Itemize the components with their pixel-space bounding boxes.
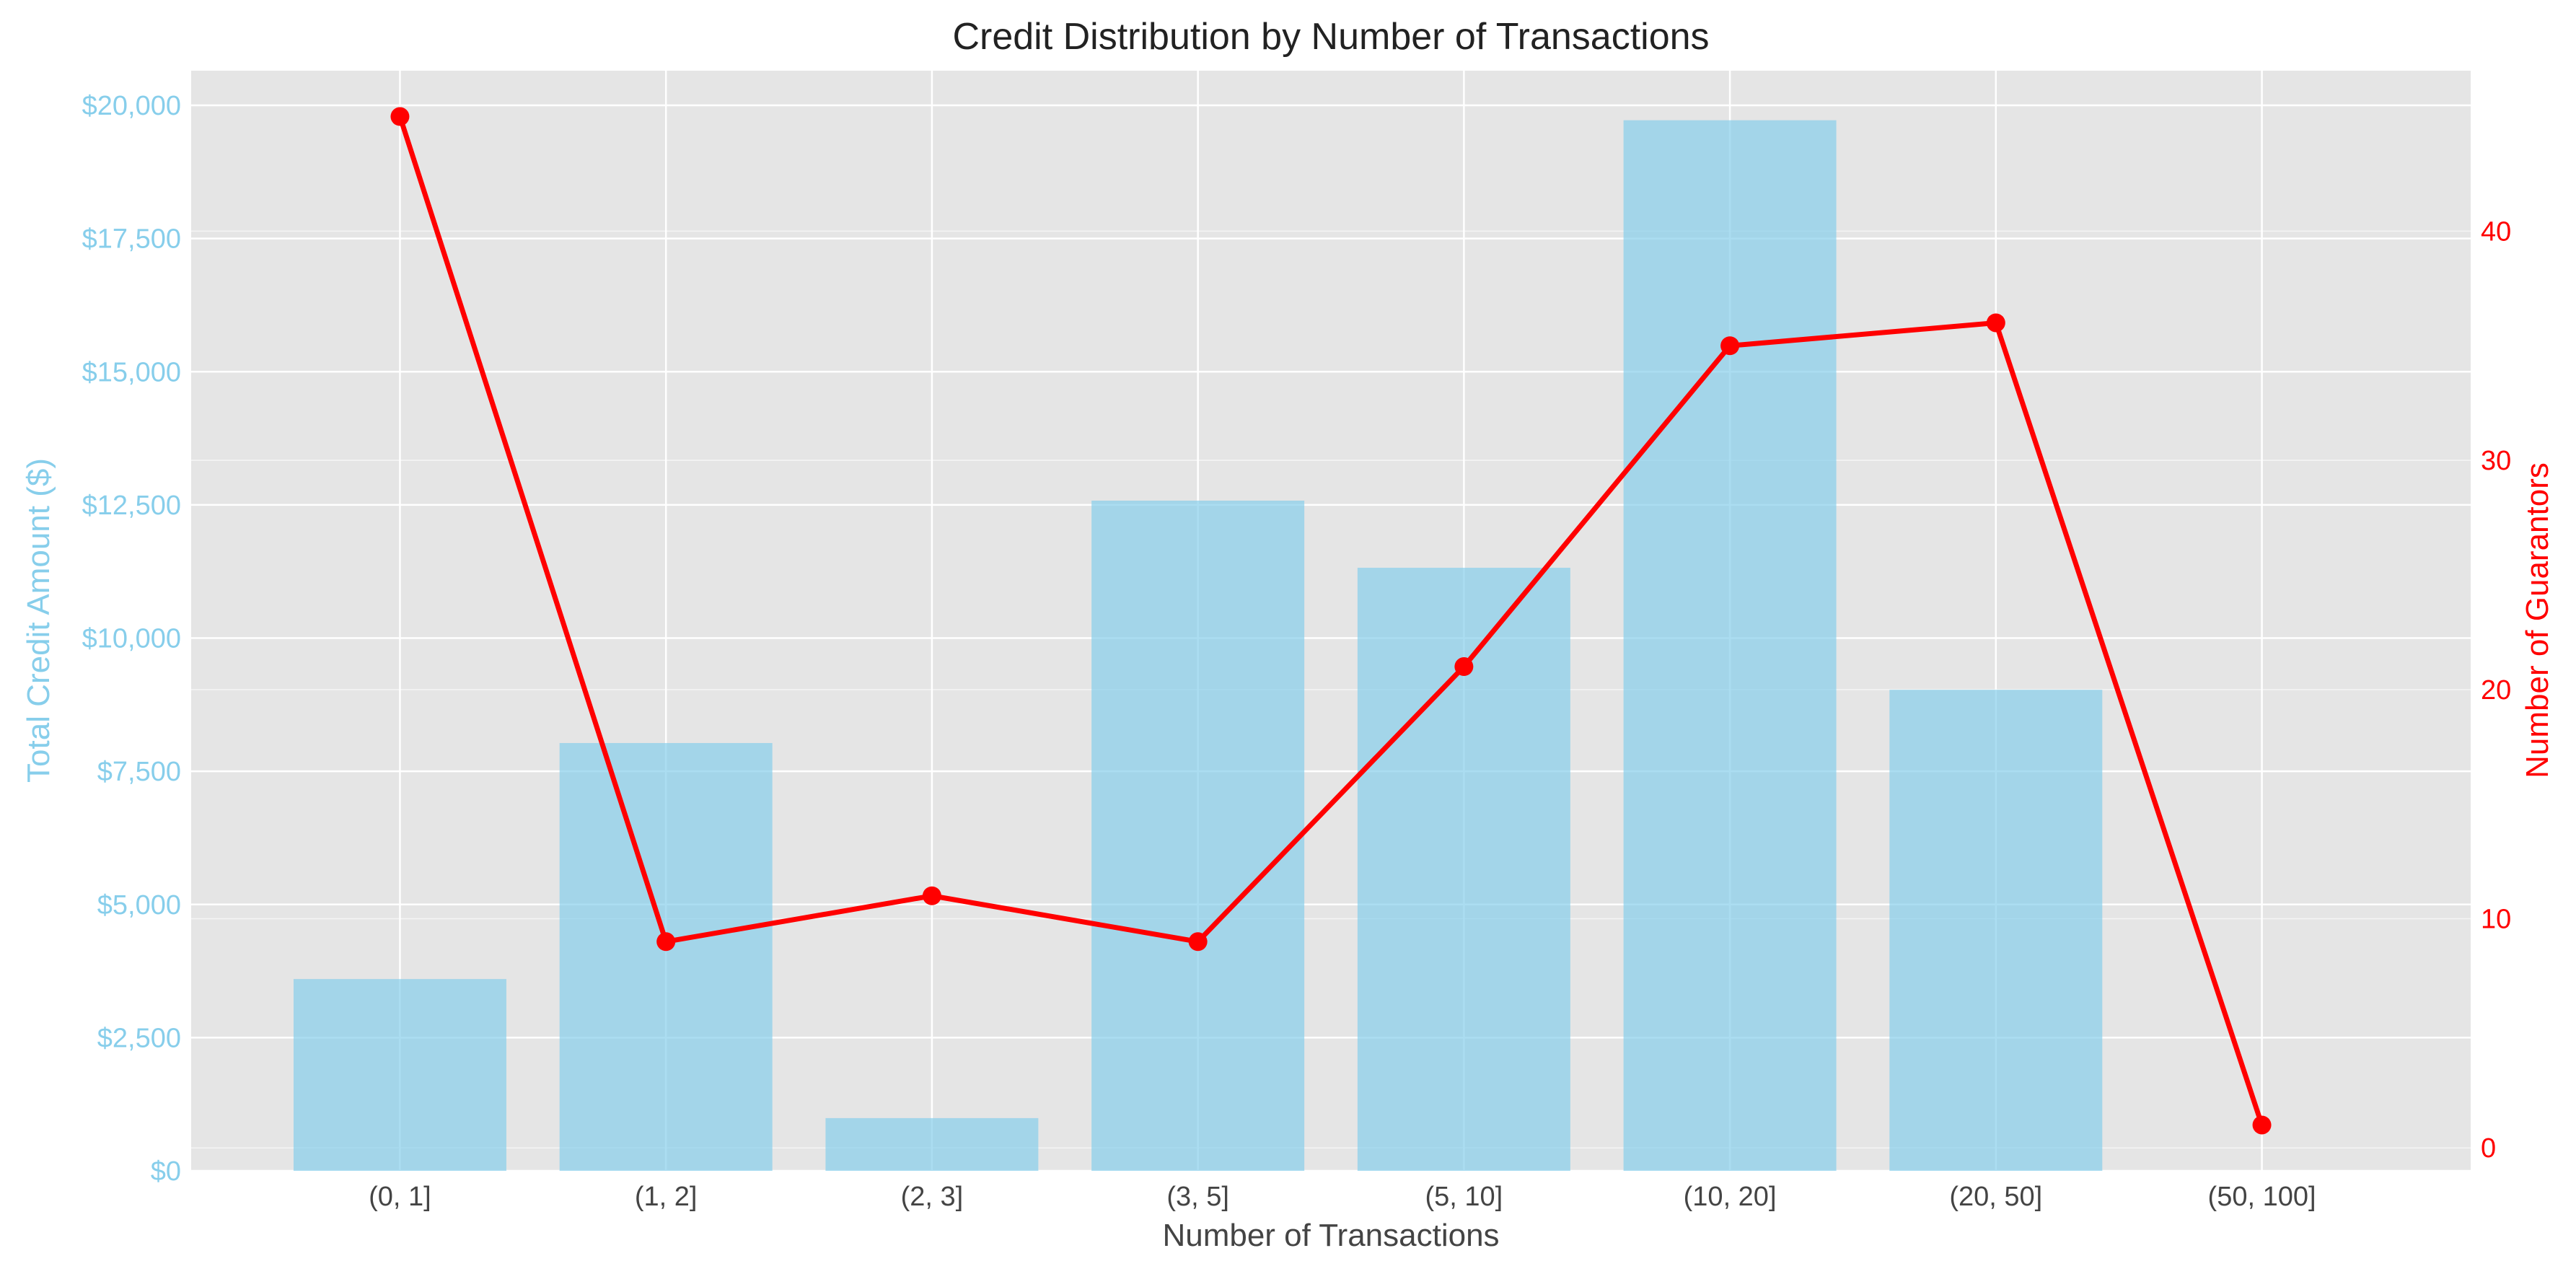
x-tick-label: (50, 100] <box>2208 1182 2316 1212</box>
right-tick-label: 10 <box>2481 905 2511 935</box>
line-point <box>1986 313 2005 333</box>
series-line <box>397 115 2264 1126</box>
line-point <box>922 886 941 905</box>
left-tick-label: $17,500 <box>82 224 181 255</box>
left-tick-label: $7,500 <box>97 757 181 787</box>
chart-title: Credit Distribution by Number of Transac… <box>952 16 1709 58</box>
x-tick-label: (0, 1] <box>369 1182 431 1212</box>
x-tick-label: (3, 5] <box>1166 1182 1229 1212</box>
right-axis-ticks: 0 10 20 30 40 <box>2481 216 2511 1164</box>
bar <box>1623 120 1837 1171</box>
bar <box>559 742 773 1171</box>
left-tick-label: $15,000 <box>82 357 181 387</box>
line-series <box>390 107 2272 1135</box>
right-axis-label: Number of Guarantors <box>2520 462 2555 778</box>
bar-series <box>293 120 2103 1171</box>
line-point <box>1188 932 1208 952</box>
left-tick-label: $10,000 <box>82 624 181 654</box>
right-tick-label: 30 <box>2481 446 2511 476</box>
x-axis-ticks: (0, 1] (1, 2] (2, 3] (3, 5] (5, 10] (10, 20] (… <box>369 1182 2316 1212</box>
left-tick-label: $2,500 <box>97 1023 181 1053</box>
line-point <box>1454 657 1474 677</box>
x-tick-label: (5, 10] <box>1425 1182 1503 1212</box>
left-tick-label: $12,500 <box>82 491 181 521</box>
bar <box>1091 500 1305 1171</box>
right-tick-label: 0 <box>2481 1133 2496 1164</box>
left-tick-label: $0 <box>151 1156 181 1187</box>
line-point <box>2252 1115 2272 1135</box>
x-tick-label: (2, 3] <box>901 1182 964 1212</box>
x-tick-label: (20, 50] <box>1949 1182 2042 1212</box>
x-tick-label: (1, 2] <box>635 1182 698 1212</box>
right-tick-label: 20 <box>2481 675 2511 706</box>
x-axis-label: Number of Transactions <box>1162 1218 1499 1253</box>
bar <box>825 1117 1039 1171</box>
left-axis-ticks: $0 $2,500 $5,000 $7,500 $10,000 $12,500 $15,00… <box>82 91 181 1187</box>
line-point <box>656 932 676 952</box>
plot-area <box>191 71 2471 1171</box>
line-point <box>390 107 410 126</box>
bar <box>1889 690 2103 1171</box>
left-tick-label: $20,000 <box>82 91 181 121</box>
x-tick-label: (10, 20] <box>1684 1182 1777 1212</box>
bar <box>293 979 506 1171</box>
left-axis-label: Total Credit Amount ($) <box>21 458 56 783</box>
line-point <box>1720 336 1740 356</box>
left-tick-label: $5,000 <box>97 890 181 921</box>
right-tick-label: 40 <box>2481 216 2511 247</box>
